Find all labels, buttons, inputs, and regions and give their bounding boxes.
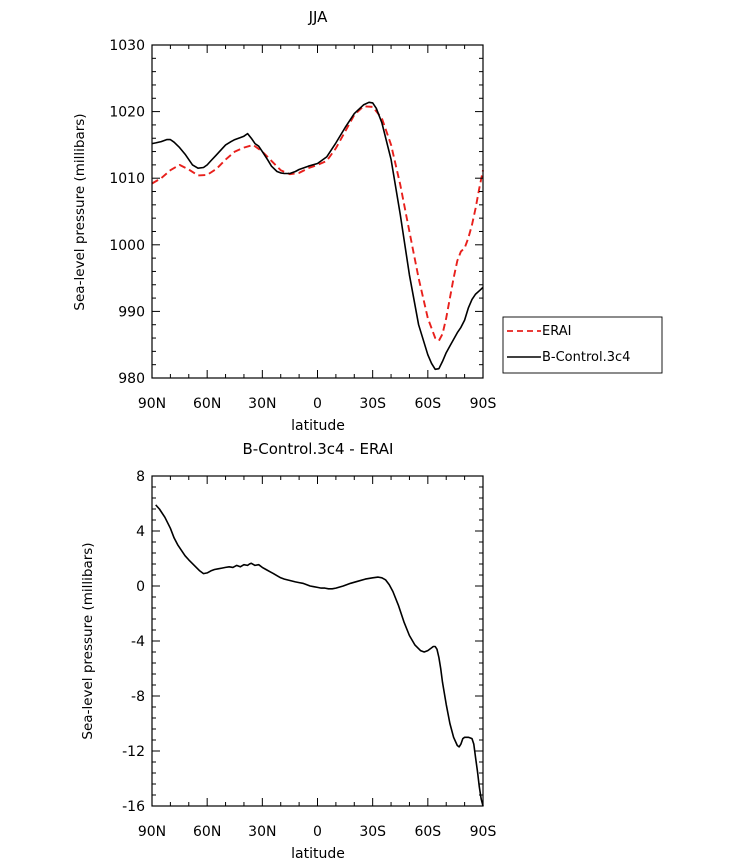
- legend-box: [502, 316, 663, 374]
- x-tick-labels: 90N 60N 30N 0 30S 60S 90S: [138, 824, 497, 840]
- x-tick-label: 30N: [248, 824, 276, 840]
- x-tick-label: 0: [313, 824, 322, 840]
- axis-ticks: [151, 44, 484, 379]
- legend-label-erai: ERAI: [542, 324, 571, 339]
- y-tick-label: 980: [118, 371, 145, 387]
- y-axis-label: Sea-level pressure (millibars): [80, 542, 96, 739]
- x-axis-label: latitude: [291, 418, 345, 434]
- x-tick-label: 90S: [470, 396, 497, 412]
- y-tick-label: 1010: [109, 171, 145, 187]
- y-tick-label: -12: [122, 744, 145, 760]
- series-line-erai: [151, 105, 484, 342]
- x-axis-label: latitude: [291, 846, 345, 862]
- legend: ERAI B-Control.3c4: [502, 316, 663, 374]
- x-tick-labels: 90N 60N 30N 0 30S 60S 90S: [138, 396, 497, 412]
- panel-bottom: B-Control.3c4 - ERAI 90N 60N 30N 0 30S 60S 90S…: [80, 440, 496, 862]
- series-line-b-control-3c4-erai: [155, 504, 484, 807]
- x-tick-label: 60S: [414, 824, 441, 840]
- plot-area: [151, 101, 484, 371]
- y-tick-label: -16: [122, 799, 145, 815]
- x-tick-label: 60N: [193, 396, 221, 412]
- y-axis-label: Sea-level pressure (millibars): [72, 113, 88, 310]
- y-tick-label: 8: [136, 469, 145, 485]
- y-tick-labels: -16 -12 -8 -4 0 4 8: [122, 469, 145, 815]
- axis-ticks: [151, 475, 484, 807]
- x-tick-label: 90N: [138, 824, 166, 840]
- y-tick-label: 1020: [109, 105, 145, 121]
- x-tick-label: 30S: [359, 396, 386, 412]
- plot-frame: [151, 44, 484, 379]
- x-tick-label: 60N: [193, 824, 221, 840]
- y-tick-label: -8: [131, 689, 145, 705]
- x-tick-label: 90N: [138, 396, 166, 412]
- x-tick-label: 0: [313, 396, 322, 412]
- chart-title: B-Control.3c4 - ERAI: [243, 440, 394, 458]
- chart-title: JJA: [308, 8, 329, 26]
- y-tick-label: 0: [136, 579, 145, 595]
- y-tick-label: 990: [118, 304, 145, 320]
- x-tick-label: 30N: [248, 396, 276, 412]
- plot-area: [155, 504, 484, 807]
- series-line-b-control-3c4: [151, 101, 484, 371]
- x-tick-label: 90S: [470, 824, 497, 840]
- x-tick-label: 30S: [359, 824, 386, 840]
- x-tick-label: 60S: [414, 396, 441, 412]
- y-tick-labels: 980 990 1000 1010 1020 1030: [109, 38, 145, 387]
- legend-label-bcontrol: B-Control.3c4: [542, 350, 630, 365]
- panel-top: JJA 90N 60N 30N 0 30S 60S 90S 980 990 1000 1010 10…: [72, 8, 663, 434]
- y-tick-label: 4: [136, 524, 145, 540]
- y-tick-label: 1030: [109, 38, 145, 54]
- plot-frame: [151, 475, 484, 807]
- y-tick-label: -4: [131, 634, 145, 650]
- y-tick-label: 1000: [109, 238, 145, 254]
